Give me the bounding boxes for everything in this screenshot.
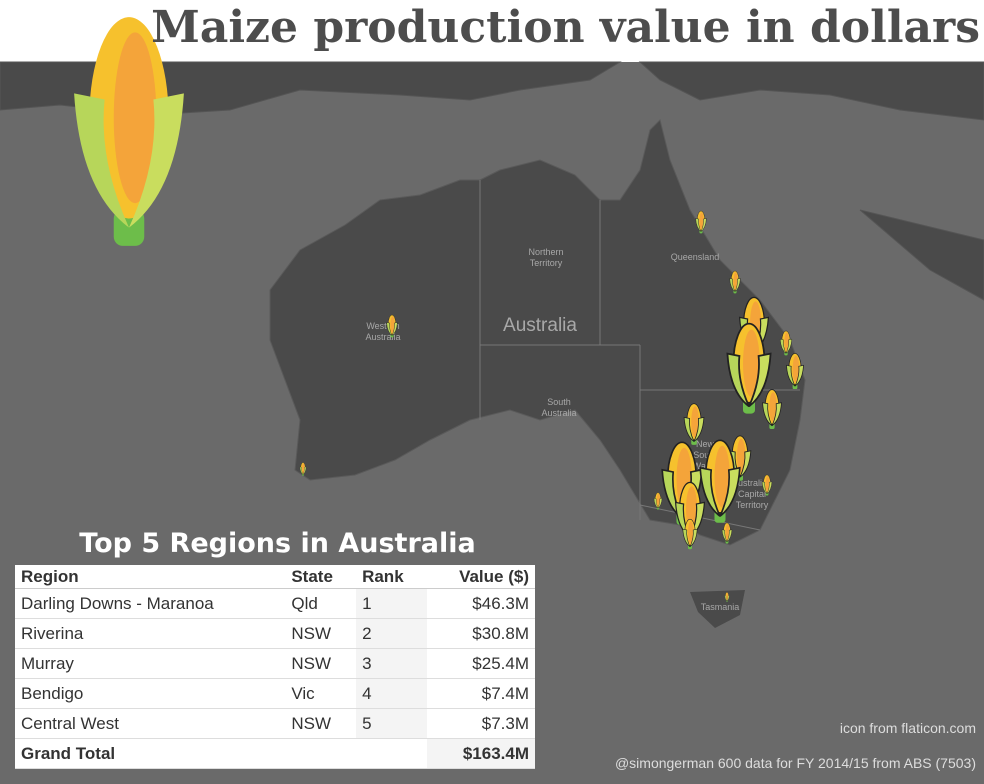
cell: Murray	[15, 648, 286, 679]
australia	[269, 119, 806, 546]
column-header: State	[285, 565, 357, 589]
map-label: Queensland	[671, 252, 720, 262]
map-label: South	[547, 397, 571, 407]
table-row: Bendigo Vic 4 $7.4M	[15, 678, 535, 709]
cell: Darling Downs - Maranoa	[15, 588, 286, 619]
credit: icon from flaticon.com	[839, 720, 976, 736]
total-row: Grand Total $163.4M	[15, 738, 535, 769]
total-value: $163.4M	[426, 738, 535, 769]
table-row: Central West NSW 5 $7.3M	[15, 708, 535, 739]
map-label: Australia	[365, 332, 400, 342]
map-label: Tasmania	[701, 602, 740, 612]
title: Maize production value in dollars	[151, 2, 980, 53]
map-label: Australia	[503, 315, 577, 336]
cell: $46.3M	[426, 588, 535, 619]
table-row: Riverina NSW 2 $30.8M	[15, 618, 535, 649]
cell: 4	[356, 678, 427, 709]
total-label: Grand Total	[15, 738, 427, 769]
cell: $25.4M	[426, 648, 535, 679]
table-row: Murray NSW 3 $25.4M	[15, 648, 535, 679]
header-row: Region State Rank Value ($)	[15, 565, 535, 589]
cell: Riverina	[15, 618, 286, 649]
cell: Bendigo	[15, 678, 286, 709]
cell: NSW	[285, 648, 357, 679]
cell: $7.4M	[426, 678, 535, 709]
cell: $30.8M	[426, 618, 535, 649]
cell: 2	[356, 618, 427, 649]
cell: NSW	[285, 708, 357, 739]
column-header: Region	[15, 565, 286, 589]
map-label: New	[696, 439, 715, 449]
table-title: Top 5 Regions in Australia	[79, 528, 476, 559]
map-label: Northern	[528, 247, 563, 257]
map-label: Capital	[738, 489, 766, 499]
cell: 5	[356, 708, 427, 739]
column-header: Value ($)	[426, 565, 535, 589]
map-label: Territory	[530, 258, 563, 268]
map-label: Western	[366, 321, 399, 331]
cell: Vic	[285, 678, 357, 709]
map-label: Australia	[541, 408, 576, 418]
table-row: Darling Downs - Maranoa Qld 1 $46.3M	[15, 588, 535, 619]
map-label: South	[693, 450, 717, 460]
state-borders	[479, 180, 800, 531]
tasmania	[690, 590, 745, 628]
table: Region State Rank Value ($) Darling Downs - …	[15, 565, 535, 769]
cell: 1	[356, 588, 427, 619]
map-label: Australian	[732, 478, 772, 488]
cell: 3	[356, 648, 427, 679]
cell: NSW	[285, 618, 357, 649]
cell: $7.3M	[426, 708, 535, 739]
map-label: Territory	[736, 500, 769, 510]
column-header: Rank	[356, 565, 427, 589]
map-label: Wales	[693, 461, 718, 471]
cell: Qld	[285, 588, 357, 619]
credit: @simongerman 600 data for FY 2014/15 fro…	[614, 755, 976, 771]
cell: Central West	[15, 708, 286, 739]
